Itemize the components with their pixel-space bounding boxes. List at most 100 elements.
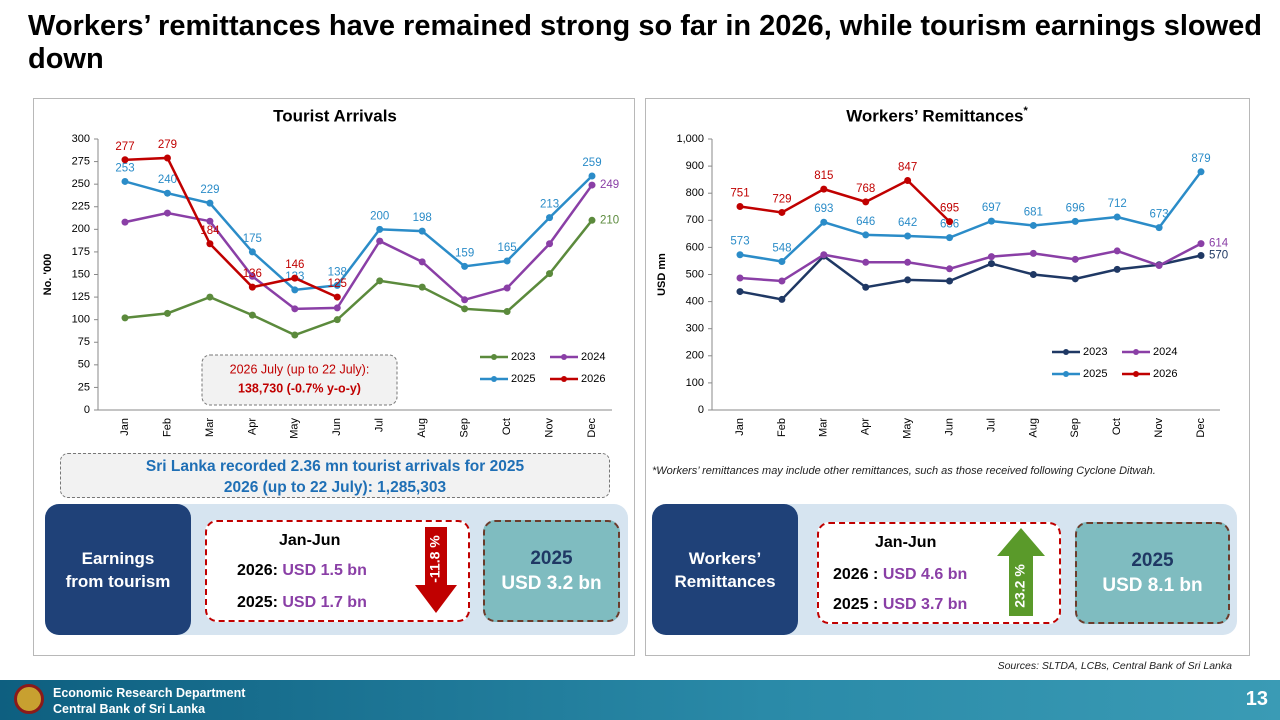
annual-year: 2025 (530, 548, 573, 569)
data-point (206, 293, 214, 301)
legend-marker (561, 354, 567, 360)
data-label: 681 (1024, 206, 1043, 218)
row-value: USD 1.7 bn (282, 594, 367, 611)
data-point (1155, 262, 1163, 270)
row-label: 2025: (237, 594, 278, 611)
data-point (163, 209, 171, 217)
legend-label: 2023 (511, 351, 535, 363)
data-label: 198 (413, 212, 432, 224)
data-point (987, 260, 995, 268)
footer: Economic Research Department Central Ban… (0, 680, 1280, 720)
x-tick-label: Jul (985, 418, 997, 432)
data-point (206, 217, 214, 225)
data-label: 229 (200, 184, 219, 196)
x-tick-label: Dec (586, 418, 598, 438)
period: Jan-Jun (875, 534, 937, 551)
data-point (248, 311, 256, 319)
data-label: 184 (200, 225, 220, 237)
arrow-shape (415, 527, 457, 613)
data-point (461, 262, 469, 270)
legend-label: 2026 (581, 373, 605, 385)
data-label: 697 (982, 202, 1001, 214)
remittance-label: Workers’ Remittances (652, 504, 798, 635)
data-point (1113, 213, 1121, 221)
data-label: 165 (497, 242, 516, 254)
y-tick-label: 75 (78, 336, 90, 348)
data-point (904, 232, 912, 240)
y-tick-label: 200 (72, 223, 90, 235)
data-point (862, 258, 870, 266)
data-label: 138 (328, 266, 347, 278)
data-point (904, 176, 912, 184)
data-label: 279 (158, 139, 177, 151)
series-line (124, 219, 593, 337)
data-point (206, 240, 214, 248)
y-tick-label: 50 (78, 359, 90, 371)
legend-label: 2025 (511, 373, 535, 385)
data-point (248, 283, 256, 291)
data-point (1071, 217, 1079, 225)
legend-marker (1133, 371, 1139, 377)
down-arrow: -11.8 % (415, 527, 457, 613)
data-point (862, 283, 870, 291)
data-label: 573 (730, 236, 749, 248)
title-marker: * (1024, 105, 1029, 117)
x-tick-label: Nov (543, 418, 555, 438)
data-label: 696 (1066, 202, 1085, 214)
row: 2025: USD 1.7 bn (237, 594, 367, 612)
data-label: 240 (158, 174, 177, 186)
y-axis-label: USD mn (656, 253, 668, 296)
y-tick-label: 1,000 (676, 133, 704, 145)
data-point (333, 293, 341, 301)
legend-marker (1133, 349, 1139, 355)
y-tick-label: 225 (72, 201, 90, 213)
legend-marker (1063, 349, 1069, 355)
data-point (461, 296, 469, 304)
data-point (820, 251, 828, 259)
x-tick-label: Sep (1069, 418, 1081, 438)
series-line (124, 156, 338, 299)
arrow-shape (997, 528, 1045, 616)
data-point (588, 172, 596, 180)
x-tick-label: Sep (459, 418, 471, 438)
row-value: USD 1.5 bn (282, 562, 367, 579)
y-tick-label: 100 (72, 314, 90, 326)
data-point (736, 202, 744, 210)
label-line: Workers’ (688, 548, 762, 568)
data-label: 259 (582, 157, 601, 169)
series-line (739, 254, 1202, 301)
data-point (778, 257, 786, 265)
data-point (1029, 221, 1037, 229)
row-value: USD 4.6 bn (882, 566, 968, 583)
data-label: 200 (370, 210, 389, 222)
x-tick-label: Dec (1195, 418, 1207, 438)
legend-marker (561, 376, 567, 382)
change: -11.8 % (427, 535, 443, 583)
data-label: 249 (600, 179, 619, 191)
row-label: 2025 : (833, 596, 879, 613)
series-line (124, 175, 593, 292)
x-tick-label: Jan (119, 418, 131, 436)
data-point (418, 258, 426, 266)
y-tick-label: 500 (686, 268, 704, 280)
data-label: 815 (814, 170, 833, 182)
y-axis-label: No. '000 (42, 254, 54, 296)
data-point (503, 284, 511, 292)
data-point (1197, 240, 1205, 248)
x-tick-label: Nov (1153, 418, 1165, 438)
data-label: 570 (1209, 250, 1228, 262)
up-arrow: 23.2 % (997, 528, 1045, 616)
data-label: 614 (1209, 238, 1229, 250)
row: 2026 : USD 4.6 bn (833, 566, 967, 584)
data-label: 673 (1149, 209, 1168, 221)
legend-label: 2026 (1153, 368, 1177, 380)
data-point (291, 305, 299, 313)
remittance-annual: 2025 USD 8.1 bn (1075, 522, 1230, 624)
data-point (904, 276, 912, 284)
data-point (1197, 168, 1205, 176)
x-tick-label: Jun (331, 418, 343, 436)
row-label: 2026: (237, 562, 278, 579)
data-point (1071, 275, 1079, 283)
page-number: 13 (1245, 688, 1268, 710)
legend-label: 2024 (581, 351, 605, 363)
